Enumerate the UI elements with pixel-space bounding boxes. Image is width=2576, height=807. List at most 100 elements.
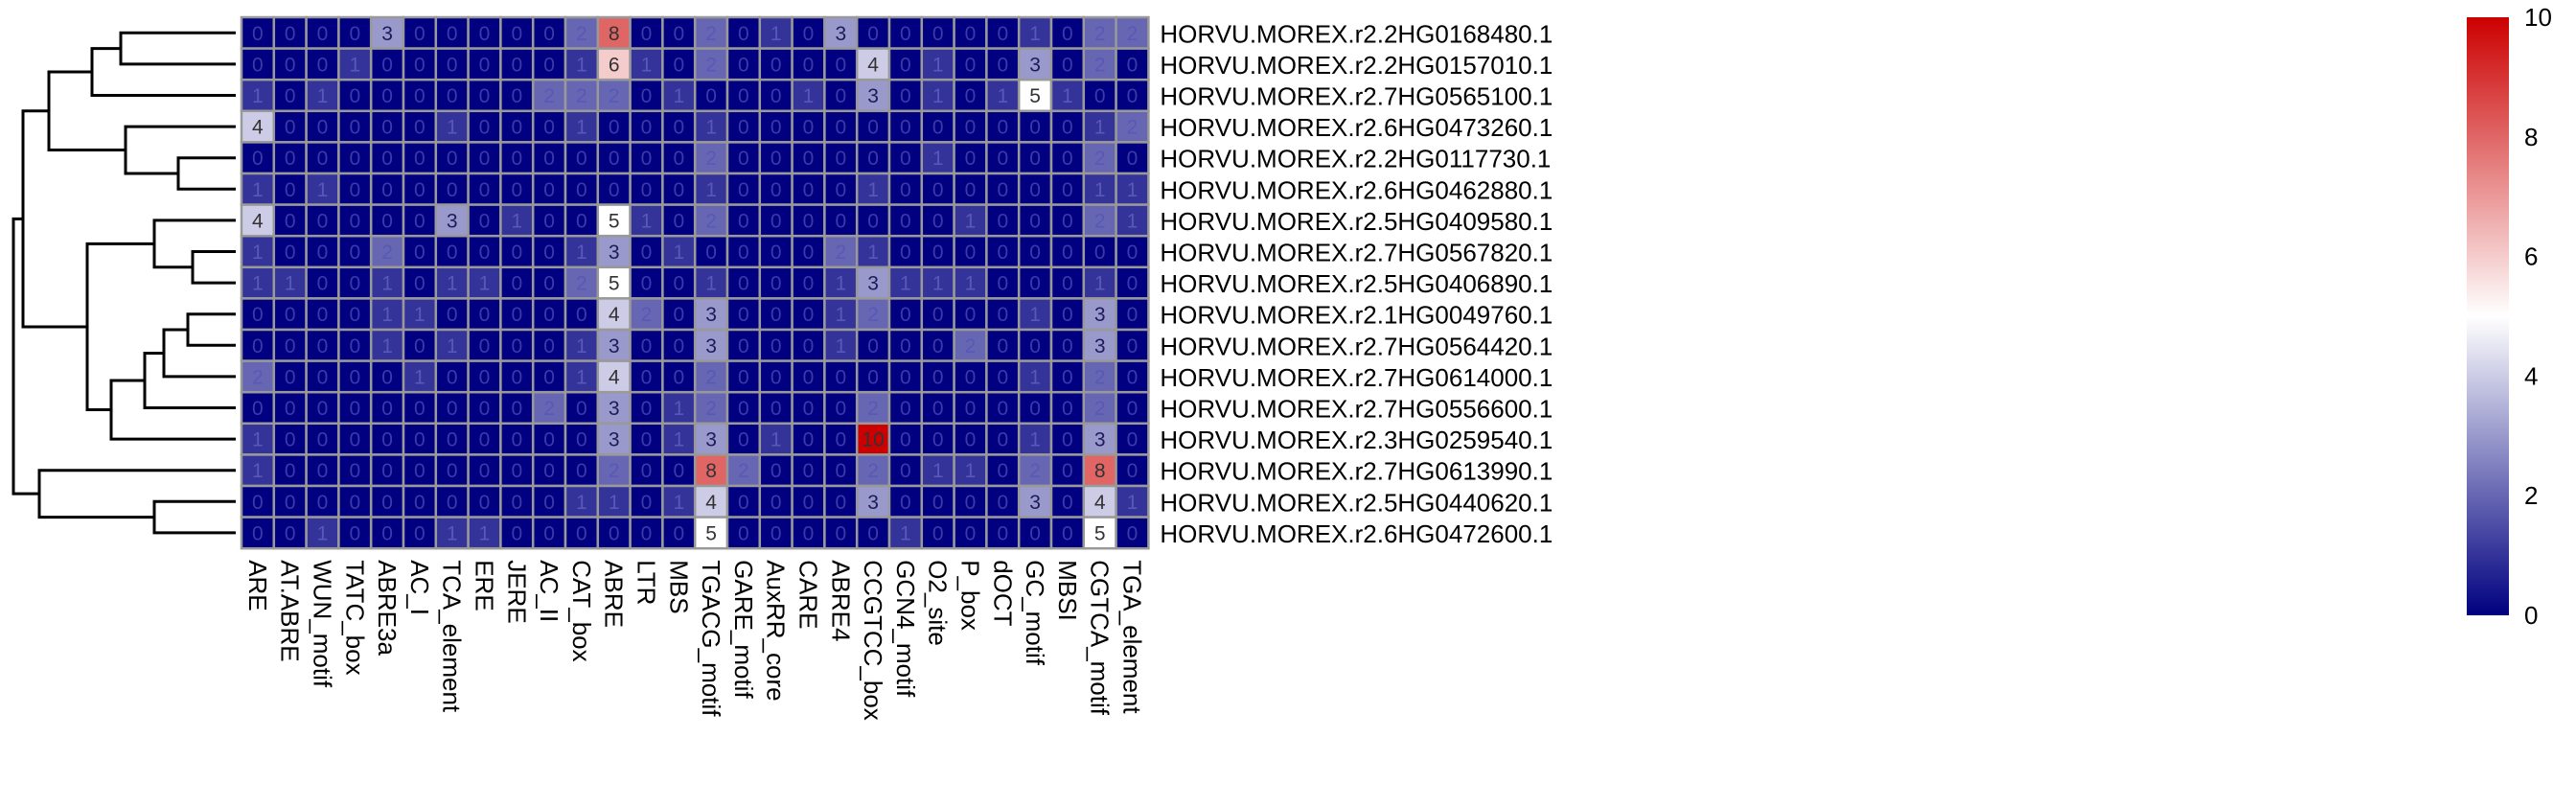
heatmap-cell — [855, 453, 891, 488]
cell-value-label: 1 — [1029, 304, 1041, 326]
heatmap-cell — [953, 297, 988, 332]
row-label: HORVU.MOREX.r2.3HG0259540.1 — [1160, 426, 1552, 454]
cell-value-label: 1 — [1127, 210, 1138, 232]
heatmap-cell — [305, 203, 340, 238]
cell-value-label: 0 — [803, 304, 815, 326]
cell-value-label: 0 — [285, 460, 296, 482]
cell-value-label: 0 — [673, 273, 684, 295]
cell-value-label: 0 — [673, 366, 684, 388]
column-label: CGTCA_motif — [1086, 560, 1115, 716]
heatmap-cell — [920, 141, 955, 175]
cell-value-label: 3 — [609, 335, 620, 357]
cell-value-label: 0 — [543, 492, 555, 514]
cell-value-label: 0 — [479, 148, 491, 170]
cell-value-label: 0 — [965, 85, 977, 107]
cell-value-label: 0 — [317, 273, 329, 295]
cell-value-label: 1 — [641, 210, 653, 232]
heatmap-cell — [629, 328, 664, 362]
cell-value-label: 0 — [479, 460, 491, 482]
cell-value-label: 0 — [285, 54, 296, 76]
cell-value-label: 1 — [447, 522, 458, 544]
cell-value-label: 1 — [770, 23, 782, 45]
cell-value-label: 0 — [349, 304, 360, 326]
cell-value-label: 0 — [447, 366, 458, 388]
cell-value-label: 0 — [317, 117, 329, 139]
row-label: HORVU.MOREX.r2.7HG0564420.1 — [1160, 332, 1552, 360]
cell-value-label: 0 — [641, 23, 653, 45]
heatmap-cell — [953, 109, 988, 144]
cell-value-label: 0 — [641, 148, 653, 170]
cell-value-label: 0 — [770, 273, 782, 295]
cell-value-label: 0 — [932, 23, 944, 45]
heatmap-cell — [499, 265, 535, 300]
row-label: HORVU.MOREX.r2.2HG0157010.1 — [1160, 51, 1552, 80]
cell-value-label: 0 — [1062, 242, 1073, 264]
cell-value-label: 0 — [414, 398, 426, 420]
cell-value-label: 0 — [900, 366, 911, 388]
cell-value-label: 1 — [414, 366, 426, 388]
cell-value-label: 0 — [447, 460, 458, 482]
cell-value-label: 0 — [1127, 304, 1138, 326]
heatmap-cell — [1115, 297, 1150, 332]
cell-value-label: 0 — [414, 148, 426, 170]
cell-value-label: 0 — [349, 335, 360, 357]
cell-value-label: 0 — [835, 54, 846, 76]
cell-value-label: 1 — [252, 242, 264, 264]
heatmap-cell — [758, 234, 794, 269]
cell-value-label: 2 — [705, 148, 717, 170]
heatmap-cell — [693, 78, 729, 113]
cell-value-label: 1 — [900, 522, 911, 544]
cell-value-label: 1 — [867, 179, 879, 201]
cell-value-label: 3 — [705, 304, 717, 326]
heatmap-cell — [402, 203, 438, 238]
cell-value-label: 0 — [770, 148, 782, 170]
heatmap-cell — [434, 234, 470, 269]
cell-value-label: 0 — [770, 179, 782, 201]
cell-value-label: 0 — [285, 335, 296, 357]
cell-value-label: 4 — [705, 492, 717, 514]
heatmap-cell — [272, 203, 308, 238]
heatmap-cell — [1115, 422, 1150, 456]
cell-value-label: 0 — [543, 148, 555, 170]
cell-value-label: 0 — [965, 179, 977, 201]
cell-value-label: 0 — [770, 210, 782, 232]
cell-value-label: 0 — [900, 210, 911, 232]
cell-value-label: 0 — [317, 54, 329, 76]
heatmap-cell — [629, 453, 664, 488]
cell-value-label: 0 — [673, 460, 684, 482]
cell-value-label: 0 — [285, 148, 296, 170]
cell-value-label: 0 — [965, 304, 977, 326]
cell-value-label: 0 — [447, 242, 458, 264]
cell-value-label: 0 — [1062, 23, 1073, 45]
cell-value-label: 0 — [252, 54, 264, 76]
heatmap-cell — [855, 172, 891, 206]
heatmap-cell — [531, 78, 567, 113]
cell-value-label: 0 — [609, 117, 620, 139]
cell-value-label: 0 — [609, 522, 620, 544]
heatmap-cell — [985, 265, 1021, 300]
column-label: CCGTCC_box — [859, 560, 887, 721]
cell-value-label: 0 — [381, 85, 393, 107]
cell-value-label: 0 — [867, 148, 879, 170]
cell-value-label: 0 — [835, 366, 846, 388]
cell-value-label: 0 — [511, 460, 522, 482]
cell-value-label: 0 — [349, 210, 360, 232]
heatmap-cell — [1049, 265, 1086, 300]
cell-value-label: 0 — [673, 148, 684, 170]
cell-value-label: 0 — [803, 54, 815, 76]
cell-value-label: 1 — [673, 242, 684, 264]
cell-value-label: 0 — [317, 304, 329, 326]
cell-value-label: 0 — [803, 210, 815, 232]
heatmap-cell — [1115, 390, 1150, 426]
cell-value-label: 0 — [414, 117, 426, 139]
cell-value-label: 0 — [1062, 148, 1073, 170]
cell-value-label: 0 — [965, 429, 977, 451]
column-label: TGACG_motif — [697, 560, 725, 717]
cell-value-label: 0 — [479, 492, 491, 514]
cell-value-label: 2 — [576, 23, 587, 45]
heatmap-cell — [953, 141, 988, 175]
cell-value-label: 1 — [867, 242, 879, 264]
heatmap-cell — [953, 47, 988, 81]
cell-value-label: 0 — [1029, 242, 1041, 264]
cell-value-label: 0 — [867, 210, 879, 232]
